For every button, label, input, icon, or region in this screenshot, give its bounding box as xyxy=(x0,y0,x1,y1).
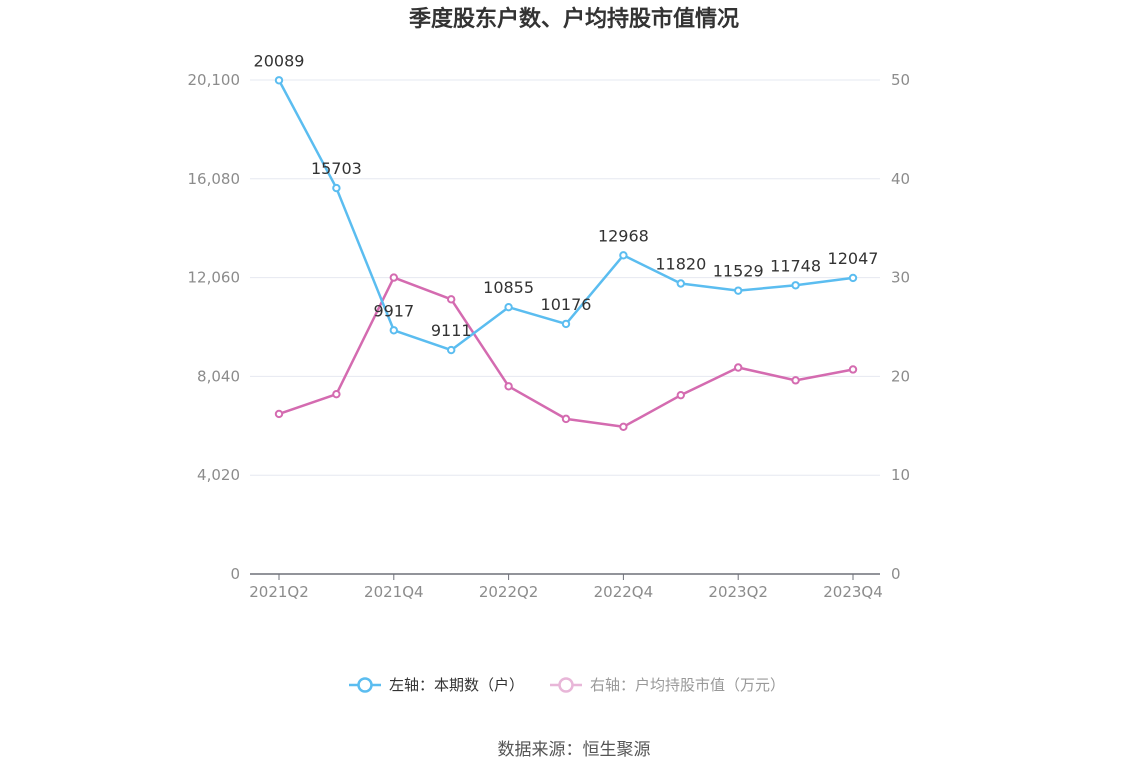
legend-item-holders[interactable]: 左轴：本期数（户） xyxy=(349,676,524,694)
point-holders[interactable] xyxy=(734,286,743,295)
chart-title: 季度股东户数、户均持股市值情况 xyxy=(409,6,739,32)
point-avg-value[interactable] xyxy=(734,363,743,372)
legend-circle-icon xyxy=(558,677,574,693)
x-tick-label: 2022Q2 xyxy=(479,583,539,601)
y-right-tick-label: 30 xyxy=(891,269,910,287)
x-tick-label: 2023Q4 xyxy=(823,583,883,601)
x-tick-label: 2021Q2 xyxy=(249,583,309,601)
data-label: 12047 xyxy=(828,249,879,268)
y-right-tick-label: 40 xyxy=(891,170,910,188)
data-label: 11820 xyxy=(655,254,706,273)
y-left-tick-label: 12,060 xyxy=(188,269,241,287)
point-avg-value[interactable] xyxy=(848,365,858,374)
data-label: 11748 xyxy=(770,256,821,275)
data-label: 20089 xyxy=(254,51,305,70)
data-label: 10176 xyxy=(541,295,592,314)
point-holders[interactable] xyxy=(274,76,284,85)
data-label: 10855 xyxy=(483,278,534,297)
point-holders[interactable] xyxy=(504,303,513,312)
point-avg-value[interactable] xyxy=(332,389,341,399)
data-label: 15703 xyxy=(311,159,362,178)
legend-circle-icon xyxy=(357,677,373,693)
legend-label: 左轴：本期数（户） xyxy=(389,676,524,694)
axes: 0 4,020 8,040 12,060 16,080 20,100 0 10 20 30 40 50… xyxy=(188,71,911,601)
data-label: 12968 xyxy=(598,226,649,245)
point-holders[interactable] xyxy=(619,251,628,260)
x-tick-label: 2023Q2 xyxy=(708,583,768,601)
y-right-tick-label: 0 xyxy=(891,565,901,583)
y-left-tick-label: 0 xyxy=(230,565,240,583)
point-holders[interactable] xyxy=(447,345,456,355)
point-holders[interactable] xyxy=(676,279,685,288)
point-holders[interactable] xyxy=(791,281,800,290)
data-label: 9917 xyxy=(373,301,414,320)
point-avg-value[interactable] xyxy=(389,273,398,282)
point-holders[interactable] xyxy=(332,183,341,193)
point-holders[interactable] xyxy=(848,273,858,283)
x-tick-label: 2021Q4 xyxy=(364,583,424,601)
y-left-tick-label: 8,040 xyxy=(197,367,240,385)
y-right-tick-label: 10 xyxy=(891,466,910,484)
legend: 左轴：本期数（户） 右轴：户均持股市值（万元） xyxy=(349,676,785,694)
point-avg-value[interactable] xyxy=(791,376,800,385)
y-left-tick-label: 16,080 xyxy=(188,170,241,188)
y-right-tick-label: 20 xyxy=(891,367,910,385)
data-labels: 20089 15703 9917 9111 10855 10176 12968 11820 11… xyxy=(254,51,879,340)
legend-item-avg-value[interactable]: 右轴：户均持股市值（万元） xyxy=(550,676,785,694)
series-lines xyxy=(274,76,858,431)
y-left-tick-label: 4,020 xyxy=(197,466,240,484)
source-note: 数据来源：恒生聚源 xyxy=(498,740,651,760)
y-left-tick-label: 20,100 xyxy=(188,71,241,89)
legend-label: 右轴：户均持股市值（万元） xyxy=(590,676,785,694)
point-holders[interactable] xyxy=(389,326,398,335)
data-label: 11529 xyxy=(713,262,764,281)
point-avg-value[interactable] xyxy=(504,382,513,391)
point-avg-value[interactable] xyxy=(619,422,628,431)
point-avg-value[interactable] xyxy=(561,414,571,424)
y-right-tick-label: 50 xyxy=(891,71,910,89)
point-avg-value[interactable] xyxy=(676,390,685,400)
point-avg-value[interactable] xyxy=(447,295,456,304)
data-label: 9111 xyxy=(431,321,472,340)
x-tick-label: 2022Q4 xyxy=(594,583,654,601)
point-avg-value[interactable] xyxy=(274,409,284,419)
point-holders[interactable] xyxy=(561,319,571,329)
